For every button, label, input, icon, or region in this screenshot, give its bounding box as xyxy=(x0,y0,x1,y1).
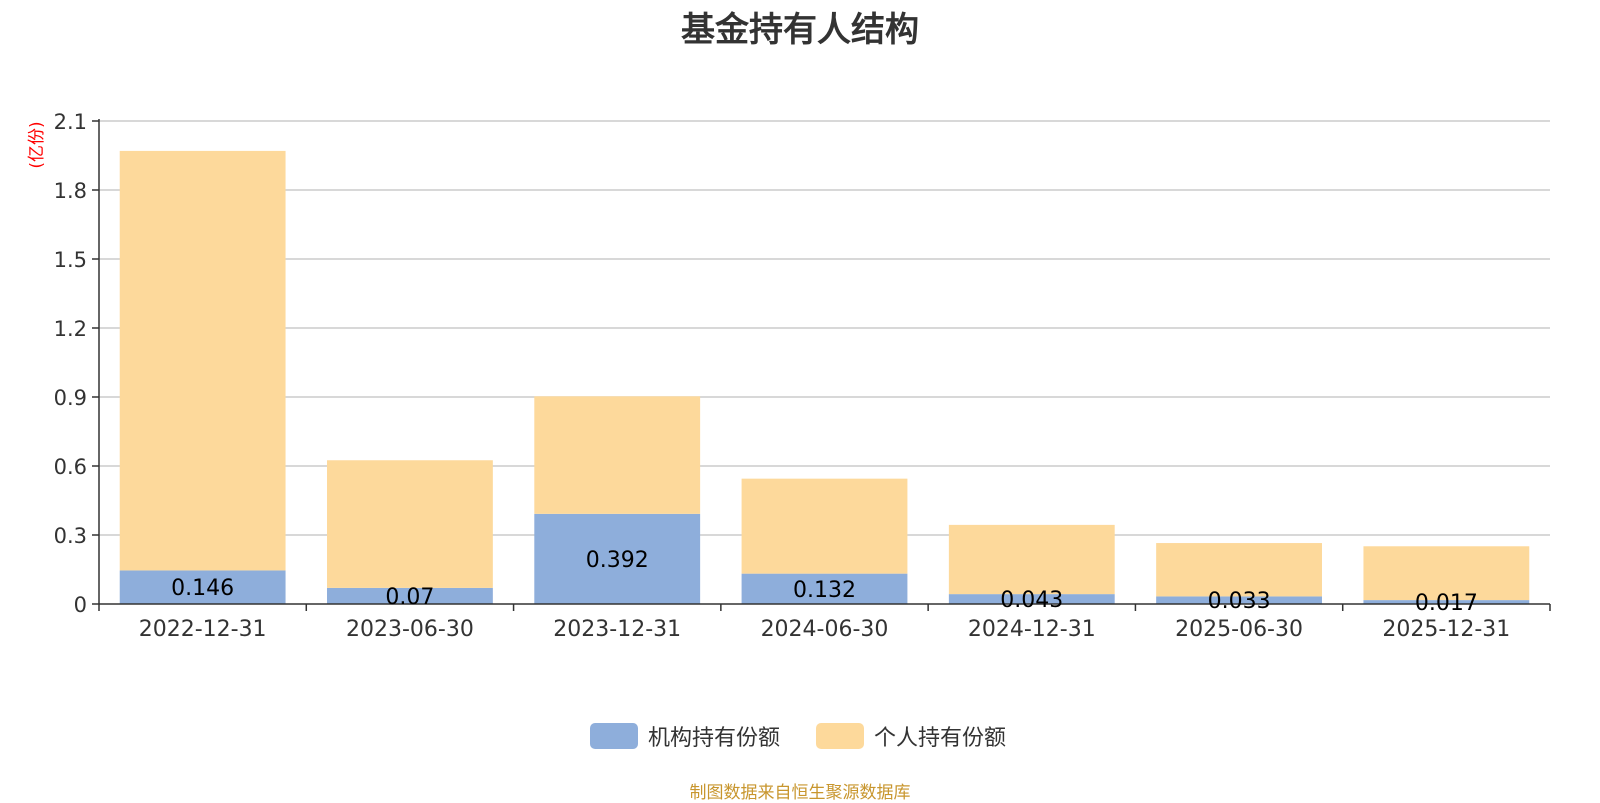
y-axis-unit-label: (亿份) xyxy=(27,121,47,168)
bar-institutional[interactable] xyxy=(327,587,493,604)
bar-institutional[interactable] xyxy=(119,570,286,604)
legend-swatch-individual xyxy=(816,723,864,749)
source-note: 制图数据来自恒生聚源数据库 xyxy=(689,783,911,803)
bar-individual[interactable] xyxy=(1156,543,1322,597)
y-tick-label: 2.1 xyxy=(54,110,87,134)
bar-institutional[interactable] xyxy=(1156,596,1322,604)
chart-title: 基金持有人结构 xyxy=(681,10,919,50)
bar-individual[interactable] xyxy=(119,150,286,571)
x-tick-label: 2024-12-31 xyxy=(968,617,1096,642)
bar-individual[interactable] xyxy=(948,524,1115,595)
data-labels: 0.146 0.07 0.392 0.132 0.043 0.033 0.017 xyxy=(171,548,1478,616)
y-tick-label: 1.8 xyxy=(54,179,87,203)
data-label-institutional: 0.043 xyxy=(1000,588,1063,613)
data-label-institutional: 0.132 xyxy=(793,578,856,603)
legend-swatch-institutional xyxy=(590,723,638,749)
x-tick-label: 2025-12-31 xyxy=(1382,617,1510,642)
legend-label-institutional: 机构持有份额 xyxy=(648,726,781,751)
x-tick-label: 2023-12-31 xyxy=(553,617,681,642)
y-tick-label: 0.6 xyxy=(54,455,87,479)
bar-individual[interactable] xyxy=(1363,546,1530,601)
x-tick-label: 2022-12-31 xyxy=(139,617,267,642)
y-tick-label: 0.9 xyxy=(54,386,87,410)
x-tick-label: 2023-06-30 xyxy=(346,617,474,642)
y-tick-label: 1.2 xyxy=(54,317,87,341)
x-tick-label: 2024-06-30 xyxy=(761,617,889,642)
y-tick-label: 0 xyxy=(74,593,87,617)
x-tick-label: 2025-06-30 xyxy=(1175,617,1303,642)
bar-individual[interactable] xyxy=(534,396,701,514)
data-label-institutional: 0.392 xyxy=(586,548,649,573)
bar-individual[interactable] xyxy=(741,478,908,574)
bar-institutional[interactable] xyxy=(1363,600,1530,604)
bar-individual[interactable] xyxy=(327,460,493,588)
data-label-institutional: 0.017 xyxy=(1415,591,1478,616)
y-tick-label: 0.3 xyxy=(54,524,87,548)
y-tick-label: 1.5 xyxy=(54,248,87,272)
data-label-institutional: 0.07 xyxy=(385,585,434,610)
legend-label-individual: 个人持有份额 xyxy=(874,726,1007,751)
bar-institutional[interactable] xyxy=(948,594,1115,604)
bar-institutional[interactable] xyxy=(534,513,701,604)
legend-item-individual[interactable]: 个人持有份额 xyxy=(816,722,1007,751)
grid-lines xyxy=(99,120,1550,536)
data-label-institutional: 0.146 xyxy=(171,576,234,601)
data-label-institutional: 0.033 xyxy=(1208,589,1271,614)
axes: 0 0.3 0.6 0.9 1.2 1.5 1.8 2.1 2022-12-31 2023-06-… xyxy=(54,110,1551,642)
legend-item-institutional[interactable]: 机构持有份额 xyxy=(590,722,781,751)
bars xyxy=(119,150,1530,604)
bar-institutional[interactable] xyxy=(741,573,908,604)
